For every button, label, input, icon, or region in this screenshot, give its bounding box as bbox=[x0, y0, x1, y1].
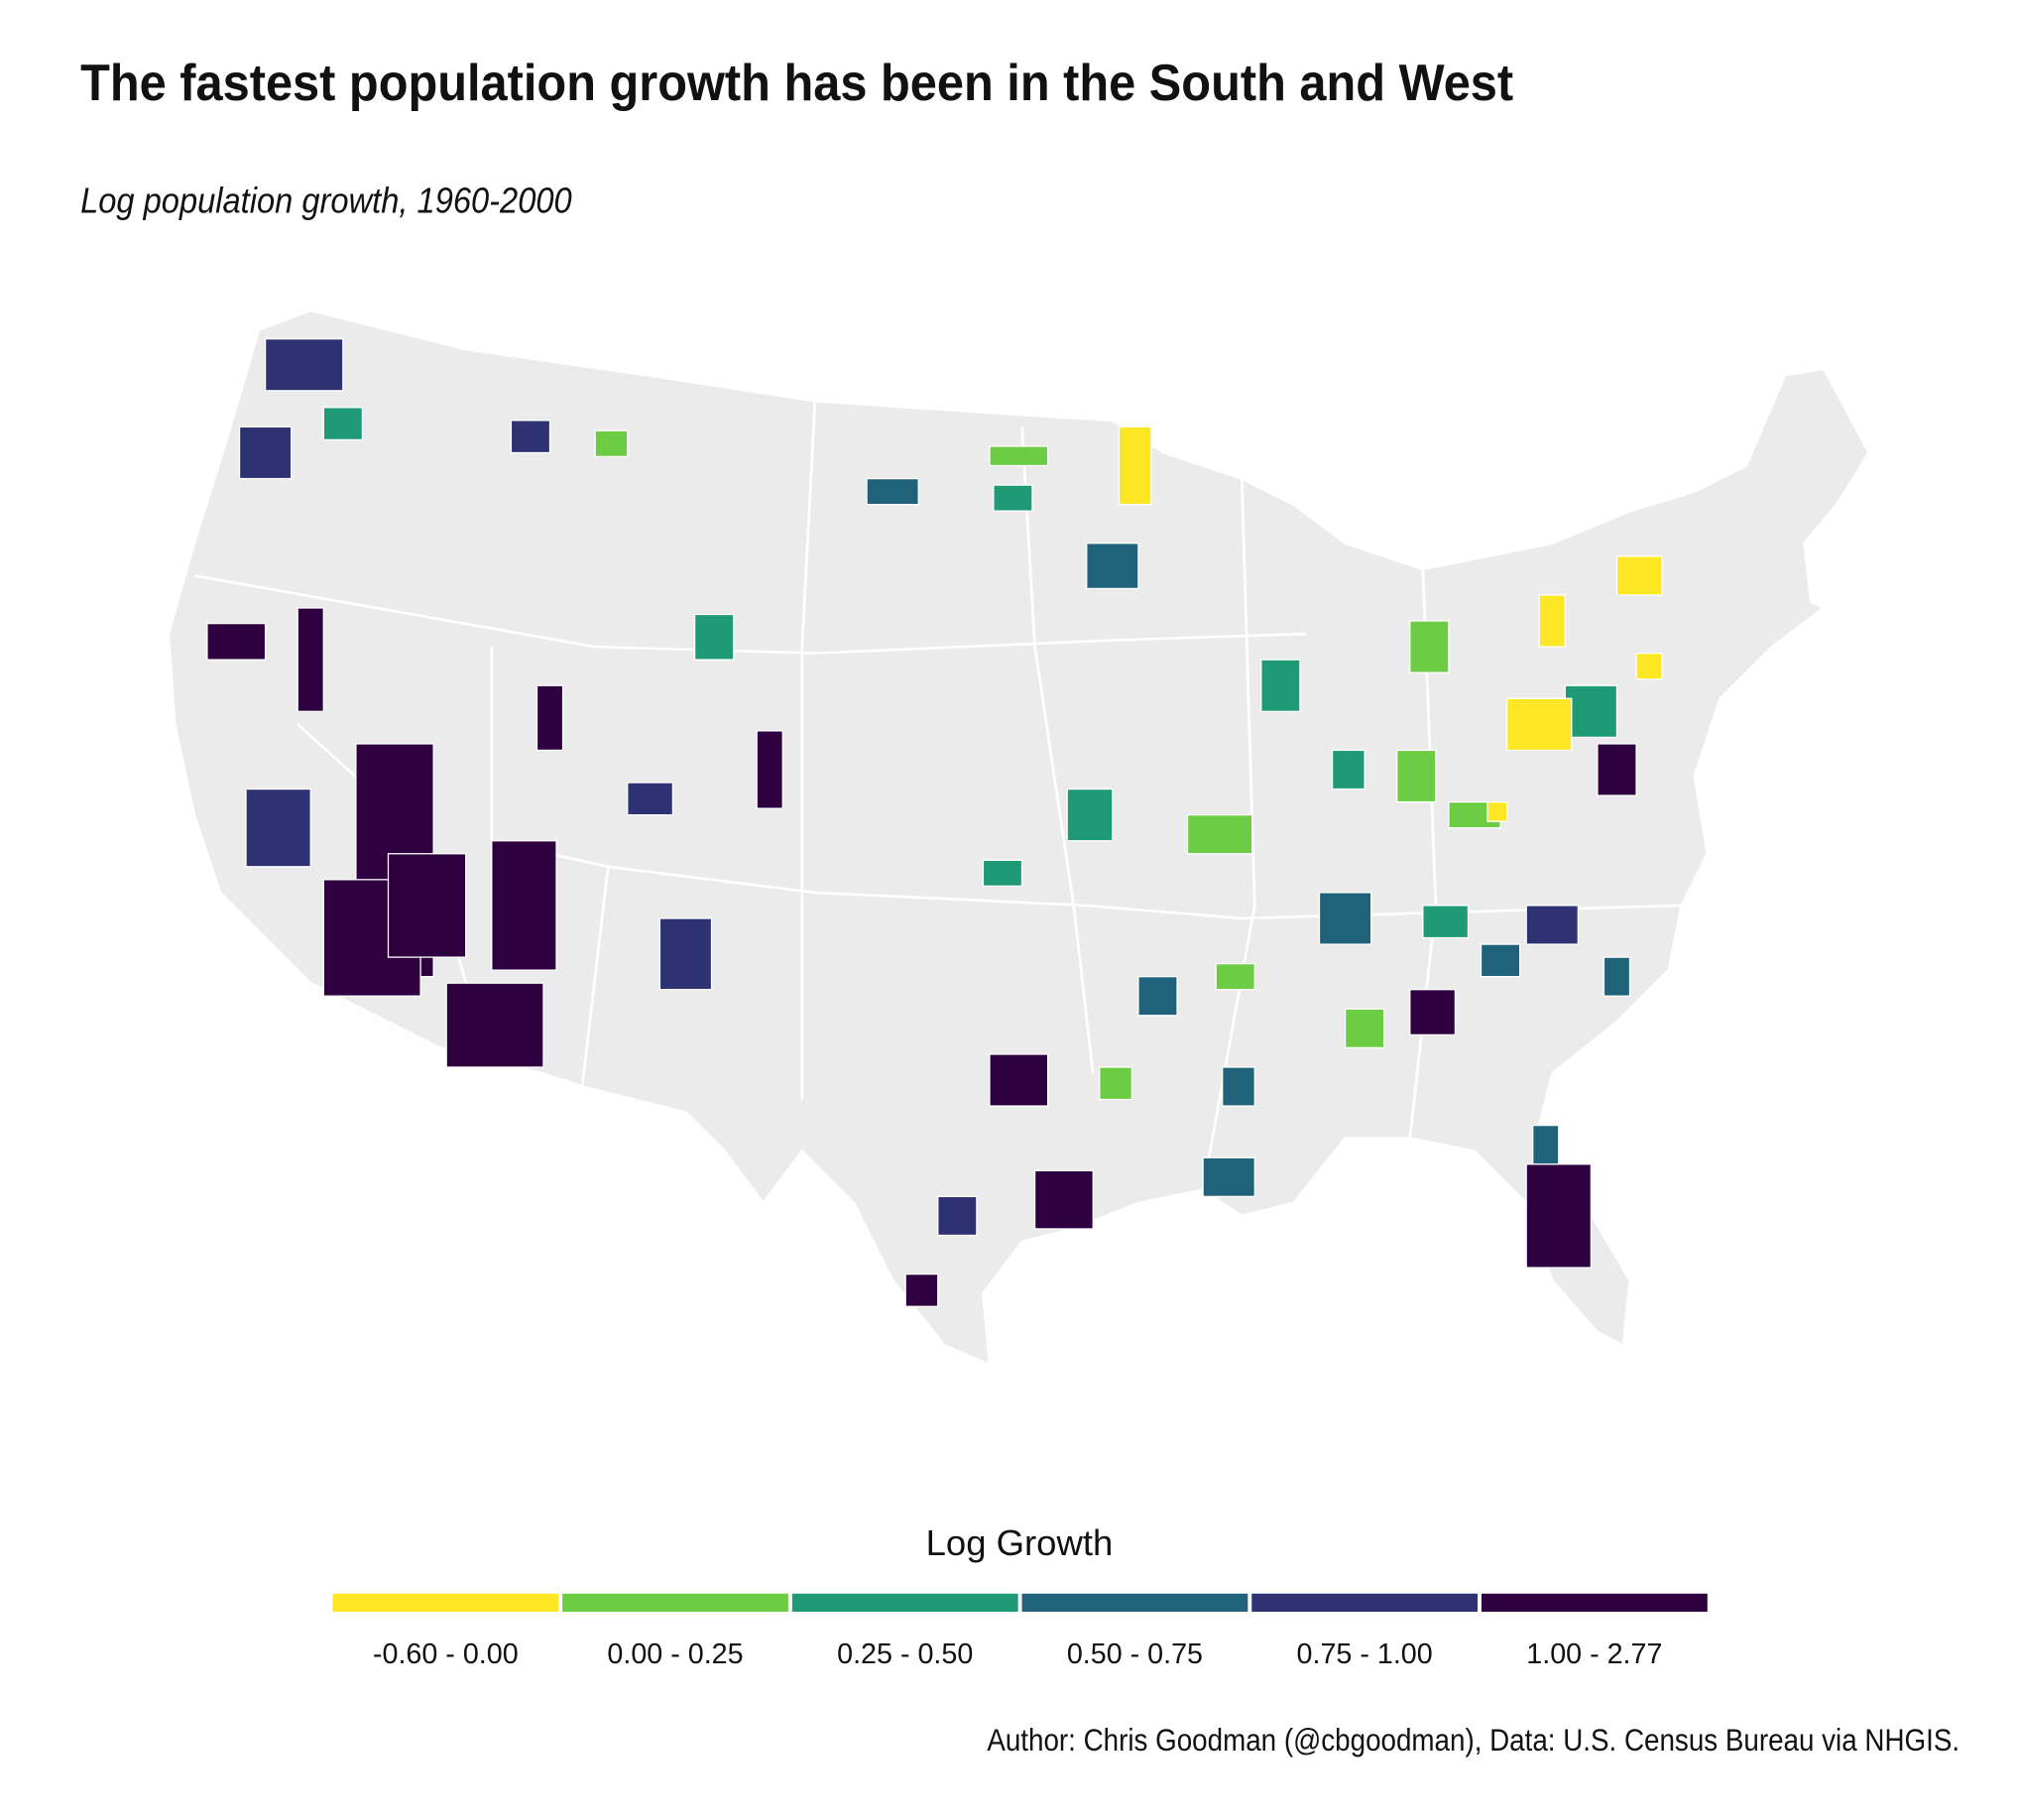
region bbox=[989, 445, 1049, 467]
region bbox=[510, 420, 551, 454]
region bbox=[1615, 555, 1663, 596]
region bbox=[1331, 749, 1365, 790]
region bbox=[904, 1273, 939, 1307]
region bbox=[594, 429, 629, 458]
legend: Log Growth -0.60 - 0.00 0.00 - 0.25 0.25 -… bbox=[332, 1522, 1708, 1670]
legend-label: -0.60 - 0.00 bbox=[373, 1638, 519, 1670]
region bbox=[937, 1195, 978, 1237]
region bbox=[1222, 1066, 1255, 1107]
region bbox=[1505, 697, 1573, 752]
legend-label: 0.50 - 0.75 bbox=[1067, 1638, 1203, 1670]
region bbox=[993, 484, 1033, 512]
region bbox=[322, 407, 364, 441]
region bbox=[1603, 956, 1631, 997]
legend-swatch bbox=[562, 1593, 788, 1613]
region bbox=[1422, 905, 1470, 939]
region bbox=[1344, 1008, 1385, 1049]
region bbox=[658, 917, 713, 991]
regions bbox=[206, 338, 1663, 1307]
legend-swatch bbox=[1481, 1593, 1708, 1613]
region bbox=[1137, 976, 1178, 1017]
region bbox=[206, 622, 267, 661]
region bbox=[297, 607, 324, 712]
region bbox=[1186, 813, 1253, 855]
region bbox=[866, 477, 919, 506]
legend-swatch bbox=[791, 1593, 1018, 1613]
region bbox=[1597, 743, 1637, 796]
region bbox=[1099, 1066, 1133, 1101]
region bbox=[1480, 943, 1521, 978]
caption: Author: Chris Goodman (@cbgoodman), Data… bbox=[987, 1723, 1959, 1758]
subtitle: Log population growth, 1960-2000 bbox=[80, 180, 572, 220]
region bbox=[1409, 620, 1450, 673]
legend-swatch bbox=[1021, 1593, 1248, 1613]
region bbox=[264, 338, 344, 392]
region bbox=[245, 788, 311, 868]
region bbox=[1409, 989, 1457, 1036]
legend-swatch bbox=[1251, 1593, 1479, 1613]
region bbox=[627, 782, 674, 816]
legend-title: Log Growth bbox=[926, 1522, 1114, 1563]
region bbox=[693, 613, 735, 661]
region bbox=[1318, 892, 1372, 945]
region bbox=[535, 684, 564, 752]
region bbox=[1033, 1169, 1094, 1230]
region bbox=[982, 859, 1023, 888]
region bbox=[1215, 962, 1255, 991]
region bbox=[1486, 800, 1508, 822]
region bbox=[1525, 1163, 1593, 1269]
region bbox=[1532, 1124, 1560, 1165]
title: The fastest population growth has been i… bbox=[80, 55, 1513, 112]
region bbox=[1525, 905, 1579, 945]
region bbox=[1635, 652, 1663, 680]
legend-swatch bbox=[332, 1593, 559, 1613]
region bbox=[1086, 543, 1139, 590]
legend-label: 0.75 - 1.00 bbox=[1297, 1638, 1433, 1670]
region bbox=[1118, 425, 1152, 506]
region bbox=[1260, 659, 1301, 712]
region bbox=[756, 730, 783, 809]
us-outline bbox=[167, 308, 1871, 1367]
region bbox=[1066, 788, 1114, 842]
region bbox=[491, 840, 557, 971]
region bbox=[445, 982, 544, 1068]
legend-label: 0.00 - 0.25 bbox=[607, 1638, 743, 1670]
region bbox=[1564, 684, 1618, 739]
legend-label: 1.00 - 2.77 bbox=[1526, 1638, 1662, 1670]
legend-label: 0.25 - 0.50 bbox=[837, 1638, 973, 1670]
region bbox=[1396, 749, 1437, 803]
region bbox=[1202, 1156, 1255, 1198]
region bbox=[989, 1053, 1049, 1107]
region bbox=[387, 853, 467, 958]
region bbox=[1538, 594, 1566, 648]
region bbox=[238, 425, 293, 480]
